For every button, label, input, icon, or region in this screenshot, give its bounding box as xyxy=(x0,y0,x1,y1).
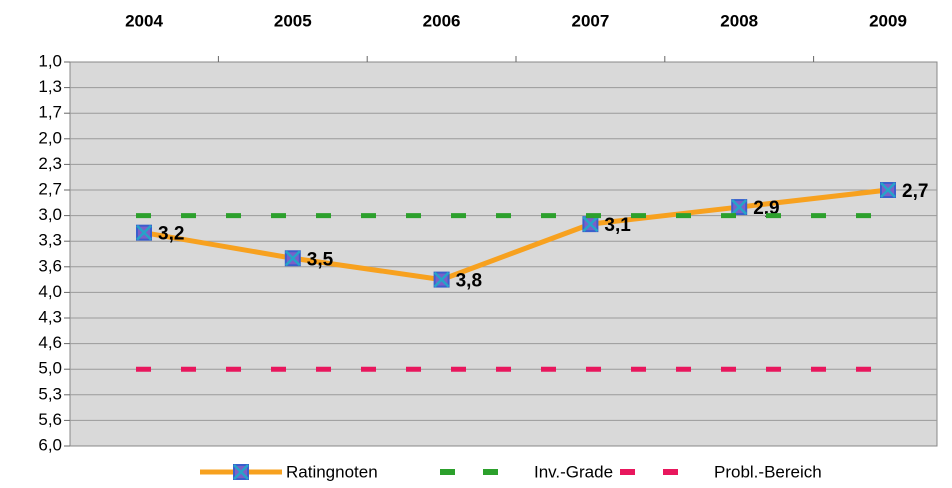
y-tick-label: 1,0 xyxy=(38,51,62,70)
marker xyxy=(136,224,152,241)
y-tick-label: 2,7 xyxy=(38,179,62,198)
y-tick-label: 6,0 xyxy=(38,435,62,454)
marker xyxy=(582,216,599,233)
marker-x xyxy=(136,224,152,241)
marker-x xyxy=(731,199,748,215)
y-tick-label: 4,3 xyxy=(38,307,62,326)
x-tick-label: 2004 xyxy=(125,11,163,30)
y-tick-label: 1,3 xyxy=(38,77,62,96)
legend-label: Inv.-Grade xyxy=(534,462,613,481)
data-label: 3,1 xyxy=(604,215,631,236)
y-tick-label: 1,7 xyxy=(38,103,62,122)
y-tick-label: 3,0 xyxy=(38,205,62,224)
data-label: 3,5 xyxy=(307,249,334,270)
x-tick-label: 2007 xyxy=(571,11,609,30)
marker xyxy=(233,464,249,480)
legend-label: Probl.-Bereich xyxy=(714,462,822,481)
x-tick-label: 2008 xyxy=(720,11,758,30)
y-tick-label: 3,3 xyxy=(38,231,62,250)
y-tick-label: 4,0 xyxy=(38,282,62,301)
marker-x xyxy=(880,182,896,198)
marker xyxy=(880,182,896,198)
data-label: 3,8 xyxy=(456,271,482,292)
series-line xyxy=(143,187,889,283)
x-tick-label: 2009 xyxy=(869,11,907,30)
y-tick-label: 5,6 xyxy=(38,410,62,429)
marker xyxy=(731,199,748,216)
y-tick-label: 5,0 xyxy=(38,359,62,378)
y-tick-label: 2,3 xyxy=(38,154,62,173)
marker-x xyxy=(433,271,450,288)
x-tick-label: 2006 xyxy=(423,11,461,30)
x-tick-label: 2005 xyxy=(274,11,312,30)
y-tick-label: 4,6 xyxy=(38,333,62,352)
y-tick-label: 3,6 xyxy=(38,256,62,275)
marker-x xyxy=(284,250,301,267)
y-tick-label: 5,3 xyxy=(38,384,62,403)
marker-x xyxy=(582,216,599,233)
marker-x xyxy=(233,464,249,480)
marker xyxy=(433,271,450,288)
data-label: 2,7 xyxy=(902,181,928,202)
data-label: 3,2 xyxy=(158,224,184,245)
y-tick-label: 2,0 xyxy=(38,128,62,147)
legend-label: Ratingnoten xyxy=(286,462,378,481)
marker xyxy=(284,250,301,267)
